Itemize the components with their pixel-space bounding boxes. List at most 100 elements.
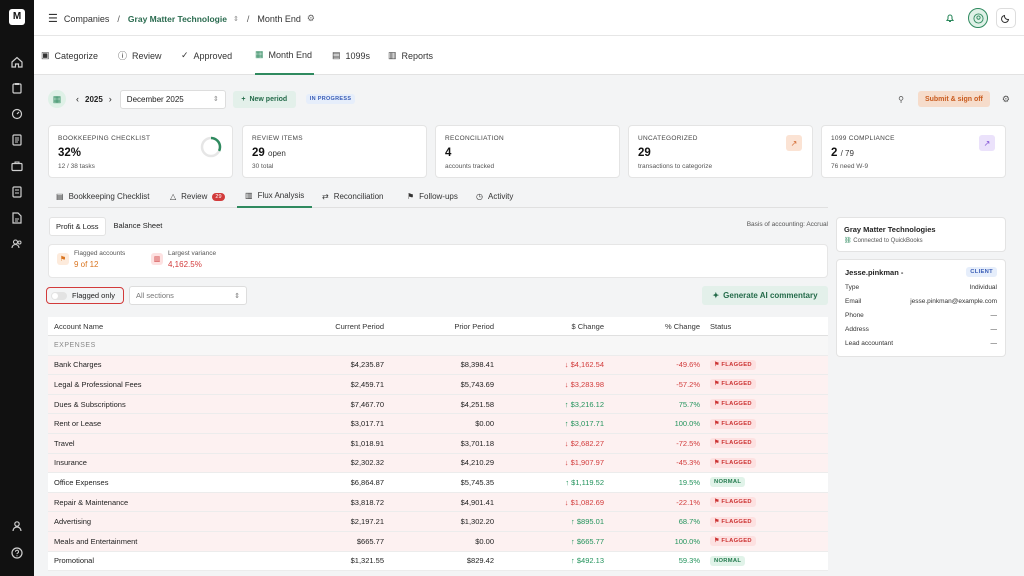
status-badge[interactable]: ⚑ FLAGGED <box>710 418 756 429</box>
generate-ai-commentary-button[interactable]: ✦ Generate AI commentary <box>702 286 828 305</box>
clipboard-icon[interactable] <box>11 82 23 94</box>
status-badge[interactable]: NORMAL <box>710 555 746 566</box>
col-status[interactable]: Status <box>710 321 732 331</box>
card-uncategorized[interactable]: Uncategorized 29 transactions to categor… <box>628 125 813 178</box>
tab-review[interactable]: ⓘ Review <box>118 50 162 62</box>
current-period: $2,302.32 <box>350 458 384 468</box>
settings-icon[interactable]: ⚙ <box>306 13 315 23</box>
help-icon[interactable] <box>11 547 23 559</box>
table-row[interactable]: Dues & Subscriptions $7,467.70 $4,251.58 ↑ … <box>48 394 828 415</box>
current-period: $3,818.72 <box>350 497 384 507</box>
pl-tab[interactable]: Profit & Loss <box>49 217 106 236</box>
pct-change: -22.1% <box>676 497 700 507</box>
card-label: Bookkeeping Checklist <box>58 135 151 142</box>
account-name: Office Expenses <box>54 477 109 487</box>
card-review-items[interactable]: Review Items 29 open 30 total <box>242 125 427 178</box>
new-period-button[interactable]: + New period <box>232 90 296 108</box>
dollar-change: ↑ $665.77 <box>571 536 604 546</box>
gauge-icon[interactable] <box>11 108 23 120</box>
table-row[interactable]: Travel $1,018.91 $3,701.18 ↓ $2,682.27 -72.5… <box>48 433 828 454</box>
warning-icon: △ <box>170 192 177 201</box>
document-icon[interactable] <box>11 134 23 146</box>
table-row[interactable]: Promotional $1,321.55 $829.42 ↑ $492.13 59.3… <box>48 551 828 572</box>
tab-approved[interactable]: ✓ Approved <box>181 50 233 61</box>
settings-icon[interactable]: ⚙ <box>1001 93 1010 104</box>
table-row[interactable]: Legal & Professional Fees $2,459.71 $5,743… <box>48 375 828 395</box>
external-link-icon[interactable]: ↗ <box>979 135 995 151</box>
next-year-icon[interactable]: › <box>108 94 112 104</box>
file-text-icon[interactable] <box>11 212 23 224</box>
status-badge[interactable]: ⚑ FLAGGED <box>710 359 756 370</box>
app-logo[interactable]: M <box>9 9 25 25</box>
menu-icon[interactable]: ☰ <box>48 13 58 25</box>
status-badge[interactable]: ⚑ FLAGGED <box>710 399 756 410</box>
status-badge[interactable]: ⚑ FLAGGED <box>710 536 756 547</box>
pct-change: -72.5% <box>676 438 700 448</box>
subtab-followups[interactable]: ⚑ Follow-ups <box>407 192 458 201</box>
col-account[interactable]: Account Name <box>54 321 104 331</box>
flagged-only-toggle[interactable]: Flagged only <box>46 287 124 304</box>
col-prior[interactable]: Prior Period <box>454 321 494 331</box>
subtab-activity[interactable]: ◷ Activity <box>476 192 514 201</box>
status-badge[interactable]: NORMAL <box>710 477 746 488</box>
tab-categorize[interactable]: ▣ Categorize <box>41 50 99 61</box>
calendar-button[interactable]: ▦ <box>48 90 66 108</box>
pct-change: 59.3% <box>678 556 700 566</box>
subtab-checklist[interactable]: ▤ Bookkeeping Checklist <box>56 192 150 201</box>
tab-month-end[interactable]: ▦ Month End <box>255 36 315 75</box>
status-badge[interactable]: ⚑ FLAGGED <box>710 457 756 468</box>
status-badge[interactable]: ⚑ FLAGGED <box>710 497 756 508</box>
breadcrumb-companies[interactable]: Companies <box>63 13 110 24</box>
card-sub: 30 total <box>252 163 274 170</box>
col-pct[interactable]: % Change <box>664 321 700 331</box>
card-label: Reconciliation <box>445 135 504 142</box>
subtab-review[interactable]: △ Review 29 <box>170 185 225 208</box>
client-name[interactable]: Jesse.pinkman - <box>845 268 904 277</box>
tab-reports[interactable]: ▥ Reports <box>388 50 434 61</box>
profile-icon[interactable] <box>11 520 23 532</box>
table-row[interactable]: Insurance $2,302.32 $4,210.29 ↓ $1,907.97 -4… <box>48 453 828 474</box>
card-reconciliation[interactable]: Reconciliation 4 accounts tracked <box>435 125 620 178</box>
table-row[interactable]: Bank Charges $4,235.87 $8,398.41 ↓ $4,162.5… <box>48 355 828 376</box>
home-icon[interactable] <box>11 56 23 68</box>
card-checklist[interactable]: Bookkeeping Checklist 32% 12 / 38 tasks <box>48 125 233 178</box>
subtab-reconciliation[interactable]: ⇄ Reconciliation <box>322 192 384 201</box>
table-row[interactable]: Meals and Entertainment $665.77 $0.00 ↑ $66… <box>48 531 828 552</box>
current-period: $1,321.55 <box>350 556 384 566</box>
status-badge[interactable]: ⚑ FLAGGED <box>710 379 756 390</box>
card-1099-compliance[interactable]: 1099 Compliance 2 / 79 76 need W-9 ↗ <box>821 125 1006 178</box>
col-change[interactable]: $ Change <box>571 321 604 331</box>
chevron-updown-icon[interactable]: ⇕ <box>232 15 239 23</box>
assign-icon[interactable]: ⚲ <box>898 94 904 104</box>
toggle-switch[interactable] <box>51 291 67 300</box>
section-select[interactable]: All sections ⇕ <box>129 286 247 305</box>
moon-icon[interactable] <box>996 8 1016 28</box>
table-row[interactable]: Office Expenses $6,864.87 $5,745.35 ↑ $1,11… <box>48 473 828 493</box>
col-current[interactable]: Current Period <box>335 321 384 331</box>
bell-icon[interactable] <box>940 8 960 28</box>
clipboard-icon: ▤ <box>56 192 64 201</box>
bs-tab[interactable]: Balance Sheet <box>113 221 163 230</box>
external-link-icon[interactable]: ↗ <box>786 135 802 151</box>
subtab-flux-analysis[interactable]: ▥ Flux Analysis <box>237 185 313 208</box>
prev-year-icon[interactable]: ‹ <box>76 94 79 104</box>
month-select[interactable]: December 2025 ⇕ <box>119 89 226 109</box>
status-badge[interactable]: ⚑ FLAGGED <box>710 438 756 449</box>
report-icon[interactable] <box>11 186 23 198</box>
briefcase-icon[interactable] <box>11 160 23 172</box>
basis-label: Basis of accounting: Accrual <box>746 221 828 228</box>
status-badge[interactable]: ⚑ FLAGGED <box>710 516 756 527</box>
table-row[interactable]: Advertising $2,197.21 $1,302.20 ↑ $895.01 68… <box>48 512 828 532</box>
tag-icon: ▣ <box>41 50 50 60</box>
tab-1099s[interactable]: ▤ 1099s <box>332 50 371 61</box>
month-end-subtabs: ▤ Bookkeeping Checklist △ Review 29 ▥ Flux A… <box>48 185 828 208</box>
card-sub: 76 need W-9 <box>831 163 869 170</box>
table-row[interactable]: Rent or Lease $3,017.71 $0.00 ↑ $3,017.71 10… <box>48 414 828 434</box>
breadcrumb-company[interactable]: Gray Matter Technologie <box>127 13 227 24</box>
table-row[interactable]: Repair & Maintenance $3,818.72 $4,901.41 ↓ … <box>48 492 828 513</box>
user-avatar[interactable] <box>968 8 988 28</box>
card-label: Uncategorized <box>638 135 698 142</box>
submit-signoff-button[interactable]: Submit & sign off <box>917 91 990 107</box>
users-icon[interactable] <box>11 238 23 250</box>
prior-period: $4,901.41 <box>460 497 494 507</box>
